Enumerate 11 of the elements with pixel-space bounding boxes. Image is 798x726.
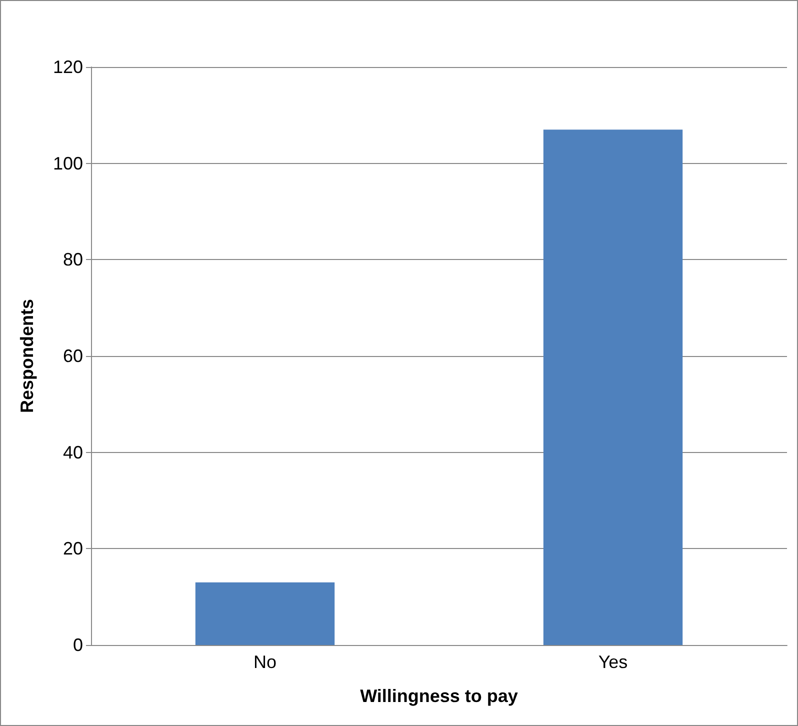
y-axis-title: Respondents [17, 298, 37, 414]
y-tick-label: 80 [62, 250, 83, 270]
x-axis-title: Willingness to pay [360, 686, 518, 706]
y-tick-label: 100 [52, 153, 83, 174]
x-tick-label: No [253, 652, 277, 672]
y-tick-label: 20 [62, 538, 83, 559]
y-tick-label: 120 [52, 57, 83, 77]
y-tick-label: 60 [62, 346, 83, 366]
x-tick-label: Yes [598, 652, 628, 672]
y-tick-label: 0 [72, 635, 83, 655]
y-tick-label: 40 [62, 442, 83, 462]
